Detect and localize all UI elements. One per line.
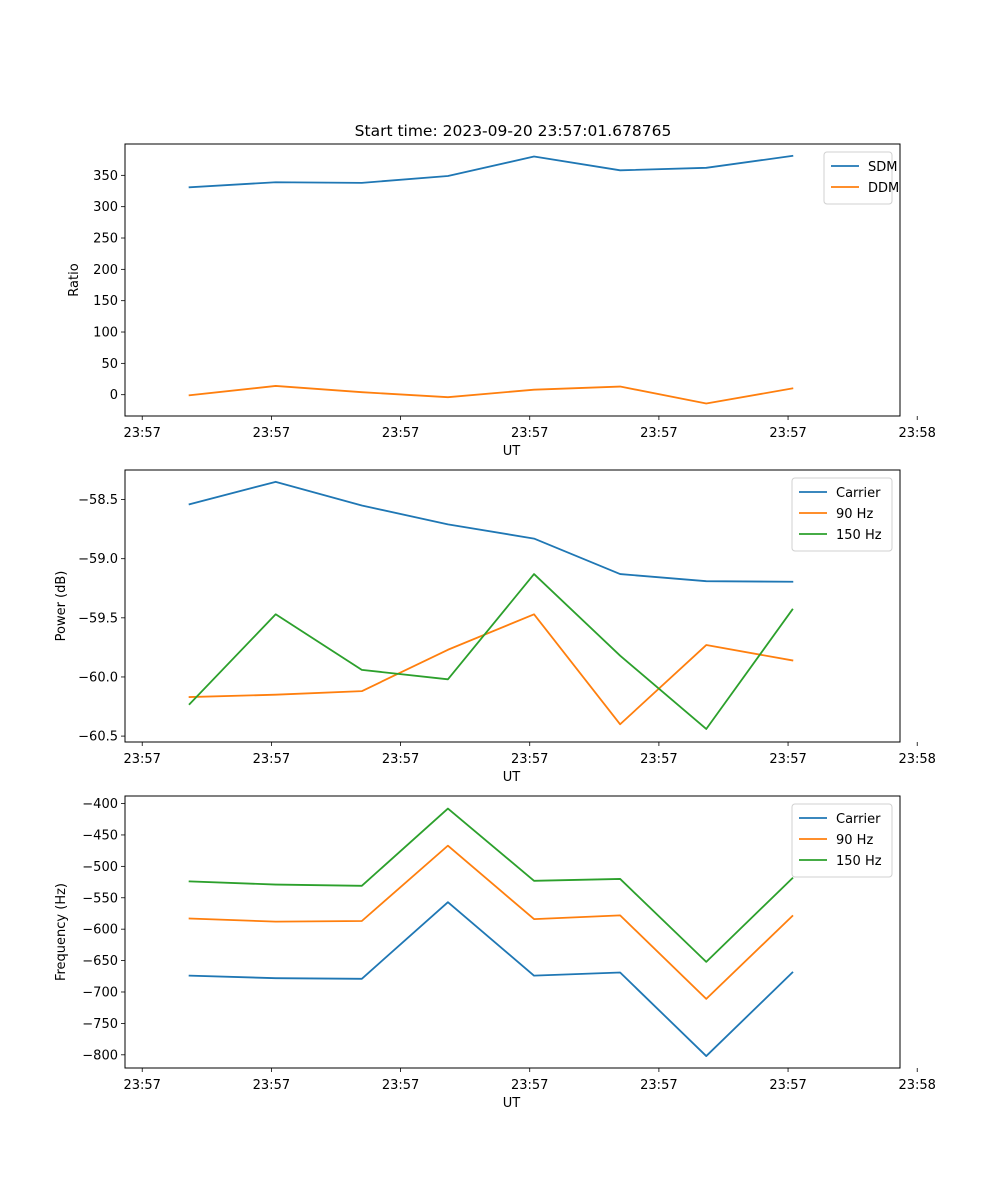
y-tick-label: −450	[82, 828, 118, 843]
x-tick-label: 23:57	[640, 1078, 677, 1093]
legend-label: 90 Hz	[836, 833, 873, 848]
x-tick-label: 23:57	[253, 752, 290, 767]
legend-box	[791, 803, 893, 878]
series-line-150-hz	[188, 573, 794, 730]
y-axis-label: Ratio	[67, 263, 82, 296]
y-tick-label: −59.5	[78, 611, 118, 626]
legend-box	[791, 477, 893, 552]
x-tick-label: 23:57	[382, 426, 419, 441]
legend-label: 90 Hz	[836, 507, 873, 522]
x-tick-label: 23:57	[769, 752, 806, 767]
y-tick-label: 200	[93, 263, 118, 278]
y-tick-label: −400	[82, 797, 118, 812]
series-line-ddm	[188, 385, 794, 405]
axes-frame	[124, 795, 901, 1069]
y-tick-label: 100	[93, 326, 118, 341]
chart-panel-3: 23:57 23:57 23:57 23:57 23:57 23:57 23:58 −400 −…	[54, 795, 936, 1111]
x-tick-label: 23:57	[123, 1078, 160, 1093]
legend: Carrier 90 Hz 150 Hz	[791, 803, 893, 878]
y-tick-label: −60.0	[78, 670, 118, 685]
x-axis-label: UT	[503, 1096, 521, 1111]
legend-box	[823, 151, 893, 205]
y-tick-label: 0	[110, 388, 118, 403]
y-axis-label: Power (dB)	[54, 571, 69, 642]
legend-label: 150 Hz	[836, 528, 882, 543]
legend-label: SDM	[868, 160, 897, 175]
x-tick-label: 23:57	[511, 752, 548, 767]
y-tick-label: −750	[82, 1017, 118, 1032]
series-line-carrier	[188, 480, 794, 583]
y-tick-label: −59.0	[78, 552, 118, 567]
x-tick-label: 23:57	[640, 752, 677, 767]
legend-label: DDM	[868, 181, 899, 196]
chart-panel-2: 23:57 23:57 23:57 23:57 23:57 23:57 23:58 −58.5…	[54, 469, 936, 785]
x-tick-label: 23:57	[640, 426, 677, 441]
y-tick-label: 350	[93, 169, 118, 184]
series-line-90-hz	[188, 613, 794, 726]
y-tick-label: −58.5	[78, 493, 118, 508]
x-tick-label: 23:57	[123, 426, 160, 441]
x-tick-label: 23:57	[769, 426, 806, 441]
x-tick-label: 23:58	[898, 752, 935, 767]
x-tick-label: 23:57	[253, 426, 290, 441]
y-axis-label: Frequency (Hz)	[54, 883, 69, 981]
x-tick-label: 23:57	[382, 752, 419, 767]
legend-label: Carrier	[836, 812, 881, 827]
series-line-90-hz	[188, 844, 794, 1000]
y-tick-label: −600	[82, 923, 118, 938]
x-tick-label: 23:57	[253, 1078, 290, 1093]
panels: 23:57 23:57 23:57 23:57 23:57 23:57 23:58 0 50 10…	[54, 143, 936, 1111]
y-tick-label: −650	[82, 954, 118, 969]
y-tick-label: 250	[93, 232, 118, 247]
legend: SDM DDM	[823, 151, 899, 205]
y-tick-label: 150	[93, 294, 118, 309]
axes-frame	[124, 143, 901, 417]
y-tick-label: 300	[93, 200, 118, 215]
y-tick-label: −550	[82, 891, 118, 906]
y-tick-label: −700	[82, 985, 118, 1000]
figure-title: Start time: 2023-09-20 23:57:01.678765	[355, 122, 672, 140]
x-tick-label: 23:57	[769, 1078, 806, 1093]
x-tick-label: 23:57	[123, 752, 160, 767]
x-tick-label: 23:57	[382, 1078, 419, 1093]
x-axis-label: UT	[503, 770, 521, 785]
chart-panel-1: 23:57 23:57 23:57 23:57 23:57 23:57 23:58 0 50 10…	[67, 143, 936, 459]
y-tick-label: 50	[101, 357, 118, 372]
series-line-carrier	[188, 901, 794, 1057]
legend-label: Carrier	[836, 486, 881, 501]
series-line-sdm	[188, 154, 794, 189]
y-tick-label: −60.5	[78, 730, 118, 745]
y-tick-label: −500	[82, 860, 118, 875]
x-axis-label: UT	[503, 444, 521, 459]
series-line-150-hz	[188, 807, 794, 963]
axes-frame	[124, 469, 901, 743]
legend: Carrier 90 Hz 150 Hz	[791, 477, 893, 552]
x-tick-label: 23:57	[511, 1078, 548, 1093]
x-tick-label: 23:58	[898, 426, 935, 441]
legend-label: 150 Hz	[836, 854, 882, 869]
x-tick-label: 23:58	[898, 1078, 935, 1093]
x-tick-label: 23:57	[511, 426, 548, 441]
y-tick-label: −800	[82, 1048, 118, 1063]
